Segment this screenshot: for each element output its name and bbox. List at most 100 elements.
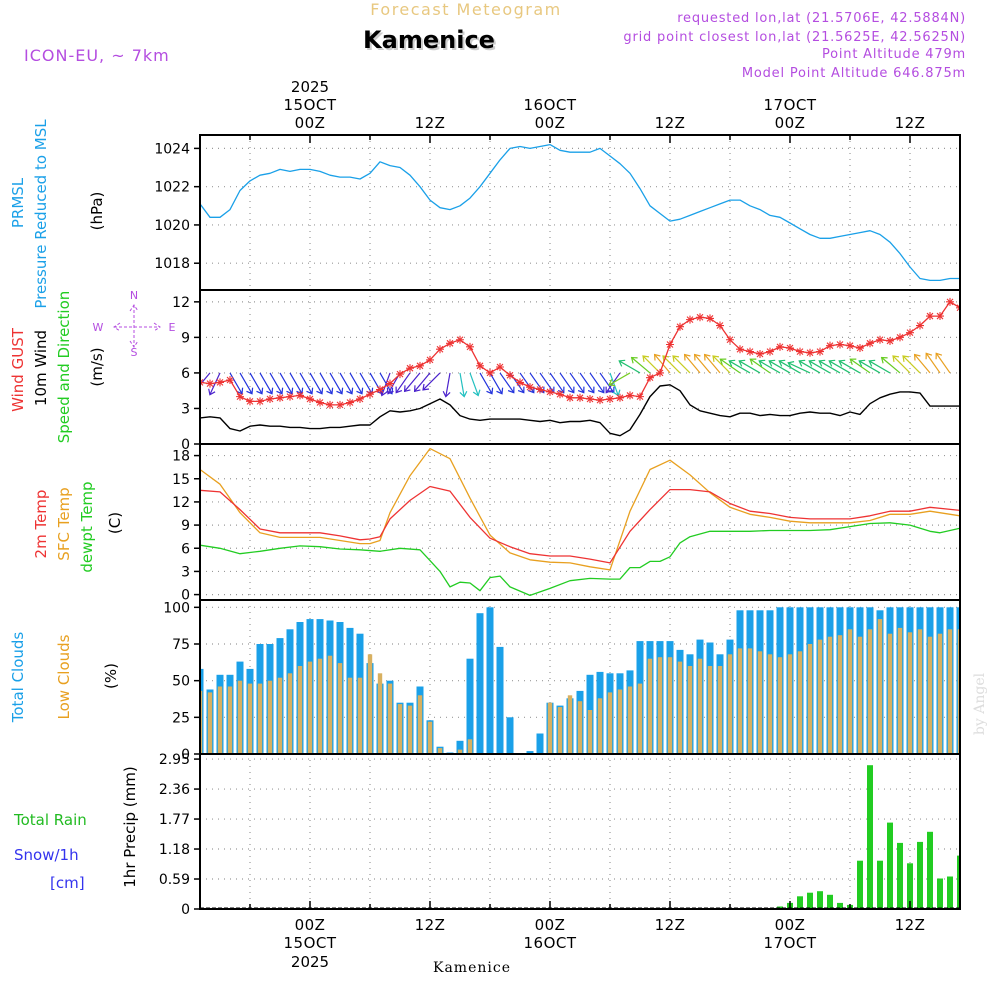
gust-marker [336,400,344,409]
gust-marker [326,400,334,409]
low-cloud-bar [657,657,663,754]
pressure-line [200,143,960,282]
gust-marker [496,363,504,371]
wind-arrow [489,372,503,395]
wind-arrow-head [902,355,910,363]
gust-marker [246,397,254,406]
wind-arrow [868,360,891,374]
gust-marker [476,361,484,370]
wind-arrow-head [208,388,216,396]
gust-marker [786,344,794,353]
gust-marker [576,393,584,402]
precip-bar [937,878,943,909]
wind-arrow-head [286,387,294,395]
gust-marker [236,392,244,401]
gust-marker [906,328,914,337]
low-cloud-bar [747,648,753,754]
gust-marker [276,393,284,402]
gust-marker [796,347,804,356]
gust-marker [226,376,234,385]
y-tick-label: 2.36 [159,782,190,798]
wind-arrow [579,372,595,393]
wind-arrow-head [808,359,816,367]
model-label: ICON-EU, ~ 7km [24,46,170,65]
low-cloud-bar [717,666,723,754]
time-label-bottom: 00Z [295,916,326,934]
total-cloud-bar [486,607,494,754]
low-cloud-bar [757,651,763,754]
wind-arrow [631,357,651,374]
low-cloud-bar [627,686,633,754]
y-tick-label: 1018 [154,256,190,272]
precip-bar [927,831,933,909]
low-cloud-bar [287,673,293,754]
low-cloud-bar [857,636,863,754]
time-label-top: 00Z [295,114,326,132]
precip-bar [897,842,903,909]
point-altitude: Point Altitude 479m [822,47,966,62]
wind-arrow-head [517,386,525,394]
wind-arrow-head [798,359,806,367]
wind-arrow-head [316,387,324,395]
wind-arrow [404,372,421,392]
temp-label-dewpt: dewpt Temp [78,481,96,572]
pressure-unit: (hPa) [88,192,106,231]
wind-arrow-head [778,359,786,367]
low-cloud-bar [257,683,263,754]
wind-arrow [539,372,555,393]
low-cloud-bar [807,644,813,754]
y-tick-label: 1.77 [159,812,190,828]
header: Forecast Meteogram Kamenice Kamenice ICO… [24,0,988,976]
gust-marker [646,373,654,382]
wind-arrow-head [712,355,720,363]
low-cloud-bar [887,633,893,754]
low-cloud-bar [547,702,553,754]
low-cloud-bar [797,651,803,754]
y-tick-label: 0.59 [159,872,190,888]
wind-arrow [925,352,941,374]
low-cloud-bar [817,639,823,754]
wind-arrow [662,355,681,374]
grid-point-coords: grid point closest lon,lat (21.5625E, 42… [623,30,966,45]
low-cloud-bar [267,680,273,754]
wind-arrow [319,372,333,395]
precip-bar [807,892,813,909]
precip-bar [827,894,833,909]
wind-arrow [229,372,243,395]
low-cloud-bar [567,695,573,754]
gust-marker [566,393,574,402]
low-cloud-bar [327,655,333,754]
wind-arrow-head [442,390,451,398]
y-tick-label: 6 [181,541,190,557]
gust-marker [386,379,394,388]
wind-arrow [349,372,363,395]
total-rain-label: Total Rain [13,811,87,829]
wind-arrow [808,360,831,374]
low-cloud-bar [427,721,433,754]
wind-arrow [269,372,283,395]
pressure-label-1: PRMSL [9,177,27,228]
gust-marker [726,335,734,344]
low-cloud-bar [957,629,960,754]
wind-arrow-head [395,386,403,394]
low-cloud-bar [200,690,203,754]
cloud-label-total: Total Clouds [9,632,27,724]
low-cloud-bar [207,692,213,754]
wind-arrow-head [868,359,876,367]
chart-subtitle: Forecast Meteogram [370,0,561,19]
dewpt-line [200,522,960,597]
wind-arrow [289,372,303,395]
low-cloud-bar [867,629,873,754]
low-cloud-bar [557,707,563,754]
wind-arrow [935,352,951,374]
y-tick-label: 1024 [154,141,190,157]
wind-arrow-head [496,387,504,395]
precip-bar [947,876,953,909]
wind-arrow-head [266,387,274,395]
temp2m-line [200,485,960,564]
gust-marker [586,394,594,403]
wind-arrow [609,372,619,396]
precip-bar [867,765,873,909]
low-cloud-bar [397,704,403,754]
